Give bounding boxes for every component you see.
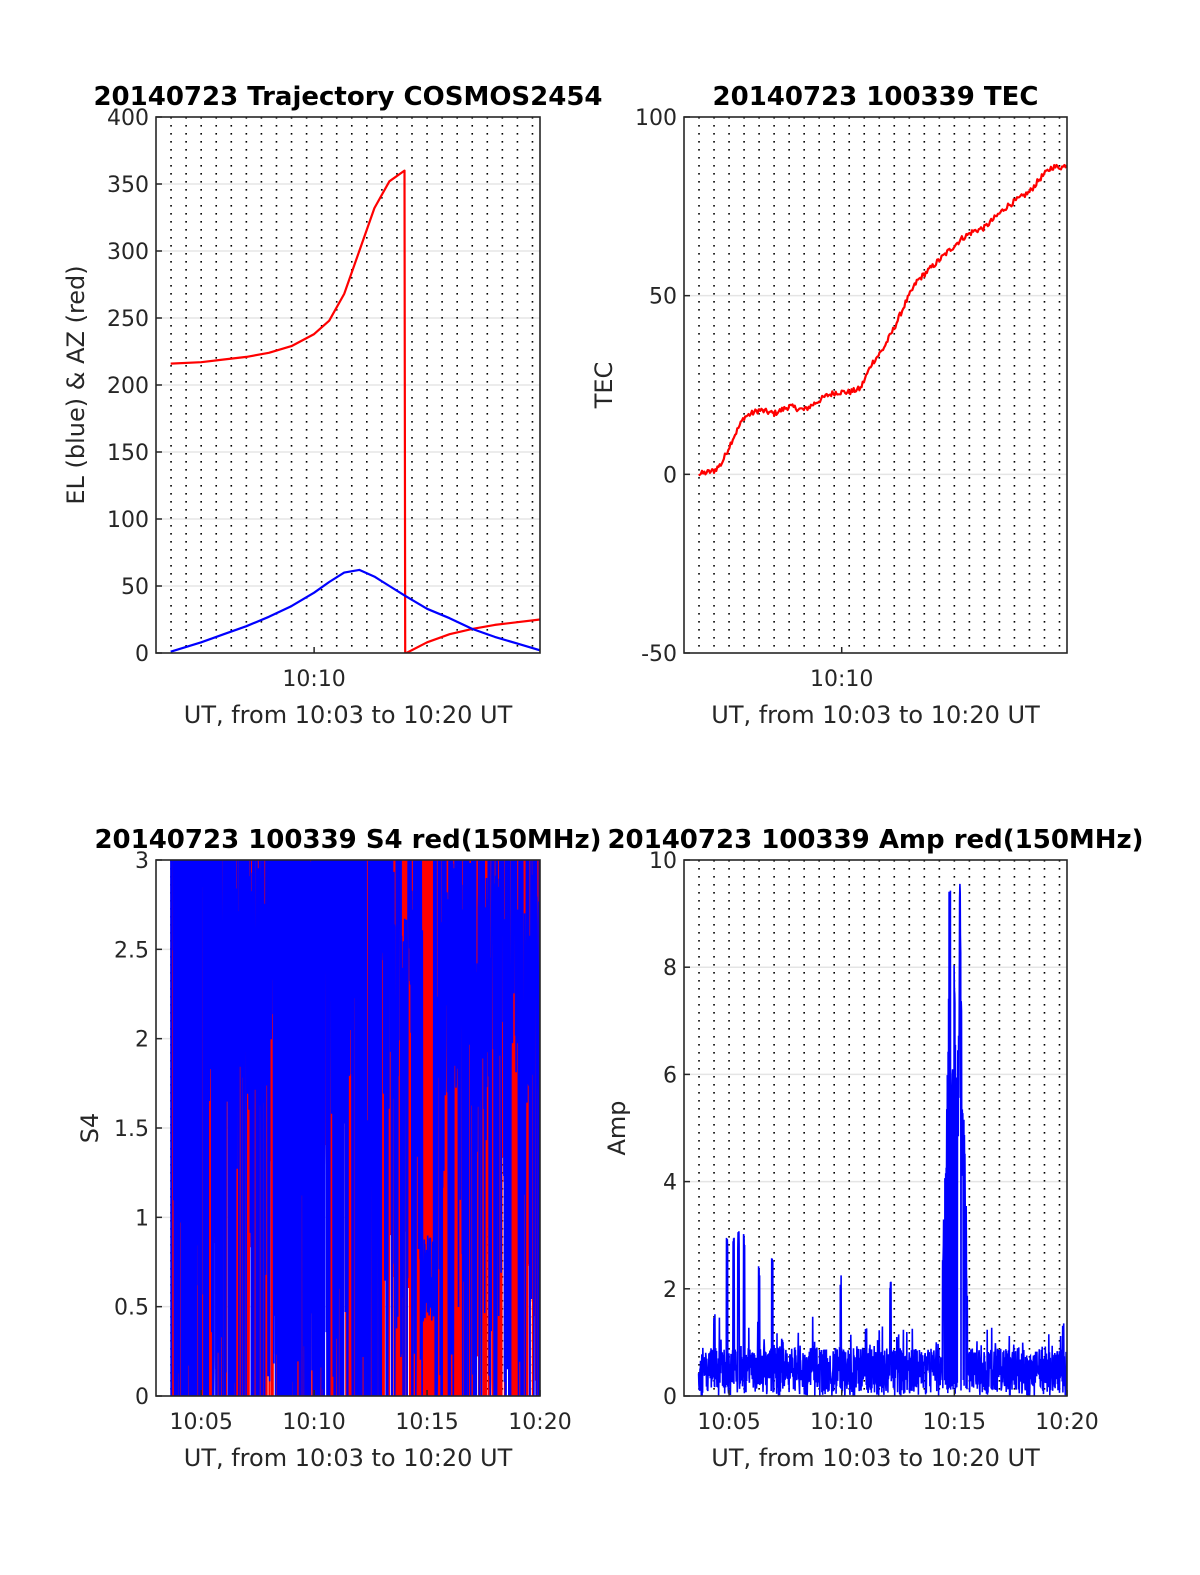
y-tick-label: 3: [135, 849, 149, 874]
y-tick-label: 250: [107, 307, 149, 332]
y-tick-label: 6: [663, 1063, 677, 1088]
x-tick-label: 10:20: [1035, 1410, 1098, 1435]
x-tick-label: 10:15: [923, 1410, 986, 1435]
x-tick-label: 10:10: [282, 667, 345, 692]
y-tick-label: 100: [635, 106, 677, 131]
x-tick-label: 10:05: [697, 1410, 760, 1435]
y-tick-label: 8: [663, 956, 677, 981]
series-line-1: [170, 169, 540, 653]
y-tick-label: 100: [107, 508, 149, 533]
y-axis-label: EL (blue) & AZ (red): [62, 265, 90, 504]
x-tick-label: 10:15: [395, 1410, 458, 1435]
y-tick-label: 0: [663, 463, 677, 488]
series-line-2: [170, 568, 540, 653]
plot-area: [697, 883, 1067, 1396]
y-tick-label: 1: [135, 1206, 149, 1231]
y-tick-label: 0: [663, 1385, 677, 1410]
x-axis-label: UT, from 10:03 to 10:20 UT: [184, 1444, 513, 1472]
plot-area: [170, 169, 540, 653]
x-axis-label: UT, from 10:03 to 10:20 UT: [184, 701, 513, 729]
x-axis-label: UT, from 10:03 to 10:20 UT: [711, 1444, 1040, 1472]
chart-title: 20140723 100339 Amp red(150MHz): [607, 825, 1143, 855]
chart-title: 20140723 100339 TEC: [713, 82, 1039, 112]
y-tick-label: 200: [107, 374, 149, 399]
y-tick-label: 2.5: [114, 938, 149, 963]
y-tick-label: 2: [663, 1278, 677, 1303]
y-axis-label: Amp: [603, 1100, 631, 1155]
plot-area: [698, 163, 1067, 477]
y-tick-label: -50: [641, 642, 677, 667]
y-tick-label: 300: [107, 240, 149, 265]
axes-box: [683, 116, 1068, 654]
y-tick-label: 0: [135, 642, 149, 667]
panel-2: -50 0 50 100 10:10 20140723 100339 TEC UT, fro…: [590, 82, 1068, 729]
panel-3: 0 0.5 1 1.5 2 2.5 3 10:05 10:10 10:15 10:20 2014072…: [76, 825, 602, 1472]
y-tick-label: 400: [107, 106, 149, 131]
chart-title: 20140723 Trajectory COSMOS2454: [93, 82, 602, 112]
y-tick-label: 4: [663, 1171, 677, 1196]
y-tick-label: 50: [121, 575, 149, 600]
x-tick-label: 10:10: [810, 667, 873, 692]
y-tick-label: 0: [135, 1385, 149, 1410]
y-tick-label: 1.5: [114, 1117, 149, 1142]
series-line-2: [170, 860, 540, 1396]
x-tick-label: 10:10: [282, 1410, 345, 1435]
y-tick-label: 2: [135, 1028, 149, 1053]
y-axis-label: TEC: [590, 362, 618, 410]
plot-area: [170, 860, 540, 1396]
y-tick-label: 10: [649, 849, 677, 874]
x-tick-label: 10:10: [810, 1410, 873, 1435]
series-line-1: [698, 163, 1067, 477]
y-tick-label: 50: [649, 285, 677, 310]
axes-box: [683, 859, 1068, 1397]
y-tick-label: 350: [107, 173, 149, 198]
y-axis-label: S4: [76, 1113, 104, 1144]
panel-1: 0 50 100 150 200 250 300 350 400 10:10 20140723 Tr…: [62, 82, 603, 729]
chart-title: 20140723 100339 S4 red(150MHz): [94, 825, 601, 855]
y-tick-label: 0.5: [114, 1296, 149, 1321]
x-tick-label: 10:05: [169, 1410, 232, 1435]
panel-4: 0 2 4 6 8 10 10:05 10:10 10:15 10:20 20140723 1003…: [603, 825, 1144, 1472]
x-axis-label: UT, from 10:03 to 10:20 UT: [711, 701, 1040, 729]
series-line-1: [697, 883, 1067, 1396]
y-tick-label: 150: [107, 441, 149, 466]
x-tick-label: 10:20: [508, 1410, 571, 1435]
